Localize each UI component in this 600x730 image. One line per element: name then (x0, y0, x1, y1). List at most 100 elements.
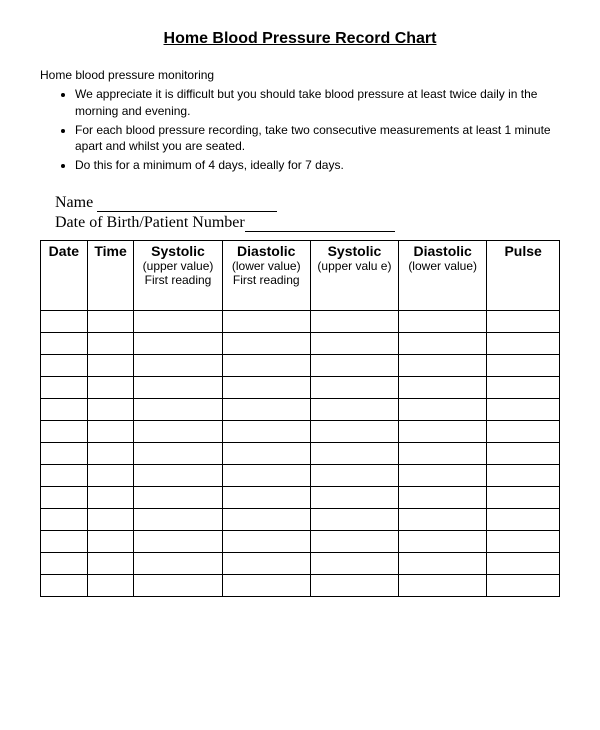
table-cell[interactable] (41, 398, 88, 420)
table-cell[interactable] (487, 354, 560, 376)
table-cell[interactable] (41, 530, 88, 552)
table-cell[interactable] (222, 376, 310, 398)
table-cell[interactable] (487, 574, 560, 596)
table-cell[interactable] (41, 552, 88, 574)
table-cell[interactable] (399, 530, 487, 552)
table-cell[interactable] (487, 442, 560, 464)
table-cell[interactable] (487, 420, 560, 442)
table-cell[interactable] (399, 508, 487, 530)
table-cell[interactable] (41, 508, 88, 530)
instruction-item: For each blood pressure recording, take … (75, 122, 560, 156)
table-cell[interactable] (222, 442, 310, 464)
table-cell[interactable] (310, 398, 398, 420)
table-cell[interactable] (222, 310, 310, 332)
name-input-line[interactable] (97, 198, 277, 212)
table-cell[interactable] (222, 508, 310, 530)
header-systolic-first: Systolic (upper value) First reading (134, 240, 222, 310)
table-cell[interactable] (487, 552, 560, 574)
table-cell[interactable] (399, 552, 487, 574)
table-row (41, 486, 560, 508)
table-cell[interactable] (87, 552, 134, 574)
table-cell[interactable] (310, 332, 398, 354)
table-cell[interactable] (87, 486, 134, 508)
table-cell[interactable] (87, 376, 134, 398)
table-cell[interactable] (399, 376, 487, 398)
table-cell[interactable] (487, 486, 560, 508)
intro-text: Home blood pressure monitoring (40, 68, 560, 82)
table-cell[interactable] (134, 442, 222, 464)
table-cell[interactable] (134, 552, 222, 574)
table-cell[interactable] (41, 442, 88, 464)
table-cell[interactable] (399, 398, 487, 420)
table-cell[interactable] (487, 464, 560, 486)
table-cell[interactable] (399, 486, 487, 508)
table-cell[interactable] (41, 354, 88, 376)
table-cell[interactable] (87, 508, 134, 530)
table-cell[interactable] (134, 354, 222, 376)
table-cell[interactable] (134, 464, 222, 486)
table-row (41, 464, 560, 486)
table-cell[interactable] (134, 420, 222, 442)
table-cell[interactable] (487, 530, 560, 552)
table-cell[interactable] (399, 442, 487, 464)
table-cell[interactable] (87, 442, 134, 464)
table-cell[interactable] (41, 376, 88, 398)
table-cell[interactable] (487, 376, 560, 398)
table-cell[interactable] (222, 552, 310, 574)
table-cell[interactable] (134, 508, 222, 530)
table-cell[interactable] (134, 376, 222, 398)
table-cell[interactable] (222, 332, 310, 354)
table-cell[interactable] (310, 442, 398, 464)
table-cell[interactable] (41, 486, 88, 508)
table-cell[interactable] (310, 552, 398, 574)
table-cell[interactable] (134, 332, 222, 354)
table-cell[interactable] (310, 486, 398, 508)
table-cell[interactable] (310, 354, 398, 376)
table-cell[interactable] (310, 376, 398, 398)
table-cell[interactable] (487, 398, 560, 420)
table-cell[interactable] (222, 486, 310, 508)
table-cell[interactable] (399, 574, 487, 596)
table-cell[interactable] (222, 420, 310, 442)
table-cell[interactable] (41, 464, 88, 486)
table-cell[interactable] (87, 398, 134, 420)
table-cell[interactable] (41, 310, 88, 332)
table-cell[interactable] (487, 508, 560, 530)
table-cell[interactable] (222, 398, 310, 420)
table-cell[interactable] (87, 574, 134, 596)
table-cell[interactable] (222, 464, 310, 486)
table-cell[interactable] (487, 310, 560, 332)
table-cell[interactable] (87, 310, 134, 332)
table-cell[interactable] (41, 332, 88, 354)
table-cell[interactable] (87, 464, 134, 486)
table-cell[interactable] (310, 464, 398, 486)
table-cell[interactable] (134, 310, 222, 332)
table-cell[interactable] (87, 420, 134, 442)
table-cell[interactable] (87, 332, 134, 354)
table-cell[interactable] (222, 530, 310, 552)
table-row (41, 420, 560, 442)
table-cell[interactable] (399, 464, 487, 486)
table-cell[interactable] (487, 332, 560, 354)
table-cell[interactable] (41, 420, 88, 442)
table-cell[interactable] (222, 354, 310, 376)
table-cell[interactable] (41, 574, 88, 596)
table-cell[interactable] (399, 354, 487, 376)
table-cell[interactable] (134, 486, 222, 508)
table-cell[interactable] (134, 574, 222, 596)
table-cell[interactable] (310, 420, 398, 442)
table-cell[interactable] (399, 310, 487, 332)
table-cell[interactable] (222, 574, 310, 596)
table-cell[interactable] (310, 574, 398, 596)
table-cell[interactable] (87, 354, 134, 376)
dob-input-line[interactable] (245, 218, 395, 232)
instruction-item: We appreciate it is difficult but you sh… (75, 86, 560, 120)
table-cell[interactable] (310, 530, 398, 552)
table-cell[interactable] (399, 420, 487, 442)
table-cell[interactable] (134, 398, 222, 420)
table-cell[interactable] (310, 310, 398, 332)
table-cell[interactable] (399, 332, 487, 354)
table-cell[interactable] (310, 508, 398, 530)
table-cell[interactable] (134, 530, 222, 552)
table-cell[interactable] (87, 530, 134, 552)
